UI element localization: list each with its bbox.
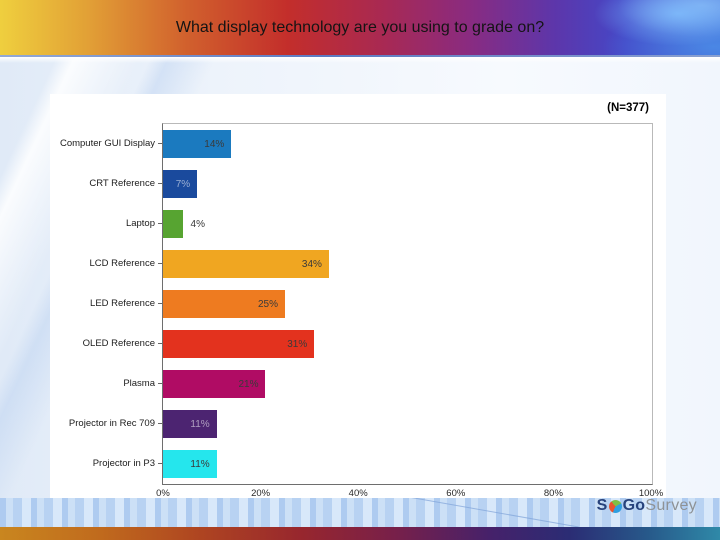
y-tick-mark [158, 143, 162, 144]
category-label: Laptop [125, 218, 155, 229]
category-label: Plasma [123, 378, 155, 389]
bar: 7% [163, 170, 198, 198]
value-label: 11% [190, 459, 210, 470]
slide-header: What display technology are you using to… [0, 0, 720, 55]
value-label: 25% [257, 299, 278, 310]
chart-row: LCD Reference 34% [90, 250, 651, 278]
x-axis: 0% 20% 40% 60% 80% 100% [156, 488, 663, 502]
category-label: OLED Reference [82, 338, 155, 349]
x-tick-label: 0% [156, 488, 170, 499]
chart-row: LED Reference 25% [90, 290, 651, 318]
slide-title: What display technology are you using to… [175, 18, 545, 36]
category-label: Computer GUI Display [59, 138, 155, 149]
chart-panel: (N=377) Computer GUI Display 14% CRT Refer… [50, 94, 666, 499]
bar: 31% [163, 330, 315, 358]
x-tick-label: 100% [638, 488, 664, 499]
bar: 14% [163, 130, 232, 158]
bar: 11% [163, 450, 217, 478]
value-label: 4% [190, 219, 205, 230]
x-tick-label: 60% [446, 488, 466, 499]
y-tick-mark [158, 303, 162, 304]
bottom-gradient-bar [0, 527, 720, 540]
y-tick-mark [158, 263, 162, 264]
category-label: LED Reference [90, 298, 155, 309]
bar [163, 210, 183, 238]
bar-rows: Computer GUI Display 14% CRT Reference 7% La… [60, 124, 651, 484]
value-label: 34% [301, 259, 322, 270]
category-label: LCD Reference [89, 258, 155, 269]
value-label: 11% [190, 419, 210, 430]
y-tick-mark [158, 183, 162, 184]
bottom-decor-band [0, 498, 720, 528]
sogosurvey-logo: S Go Survey [597, 497, 697, 515]
slide-body: (N=377) Computer GUI Display 14% CRT Refer… [0, 57, 720, 528]
bar: 11% [163, 410, 217, 438]
y-tick-mark [158, 343, 162, 344]
logo-globe-icon [608, 499, 622, 513]
chart-row: OLED Reference 31% [83, 330, 651, 358]
value-label: 31% [287, 339, 308, 350]
logo-word-go: Go [622, 497, 646, 514]
logo-letter-s: S [596, 497, 608, 514]
category-label: CRT Reference [89, 178, 155, 189]
y-tick-mark [158, 423, 162, 424]
category-label: Projector in P3 [92, 458, 155, 469]
chart-row: Computer GUI Display 14% [60, 130, 651, 158]
chart-row: Projector in P3 11% [93, 450, 651, 478]
x-tick-label: 40% [348, 488, 368, 499]
bar: 21% [163, 370, 266, 398]
chart-row: Laptop 4% [126, 210, 651, 238]
header-glow [0, 57, 720, 63]
y-tick-mark [158, 463, 162, 464]
value-label: 21% [238, 379, 259, 390]
y-tick-mark [158, 223, 162, 224]
x-tick-label: 80% [543, 488, 563, 499]
chart-row: Plasma 21% [123, 370, 651, 398]
bar: 25% [163, 290, 285, 318]
sample-size-label: (N=377) [607, 102, 649, 114]
x-tick-label: 20% [251, 488, 271, 499]
value-label: 14% [204, 139, 225, 150]
bar: 34% [163, 250, 329, 278]
chart-row: CRT Reference 7% [89, 170, 651, 198]
chart-row: Projector in Rec 709 11% [69, 410, 651, 438]
category-label: Projector in Rec 709 [68, 418, 155, 429]
header-divider [0, 55, 720, 57]
value-label: 7% [175, 179, 191, 190]
logo-word-survey: Survey [645, 497, 697, 514]
y-tick-mark [158, 383, 162, 384]
